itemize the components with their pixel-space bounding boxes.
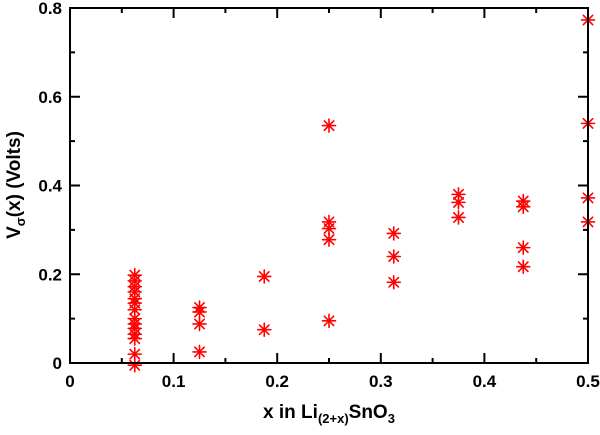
data-point <box>192 344 207 360</box>
y-axis-ticks: 0 0.2 0.4 0.6 0.8 <box>38 0 588 373</box>
data-point <box>127 331 143 346</box>
x-tick-label: 0.2 <box>265 372 289 391</box>
data-point <box>127 357 143 373</box>
data-point <box>192 316 207 332</box>
x-axis-title: x in Li(2+x)SnO3 <box>263 402 395 426</box>
x-axis-ticks: 0 0.1 0.2 0.3 0.4 0.5 <box>65 8 600 391</box>
x-tick-label: 0 <box>65 372 74 391</box>
y-axis-title: Vσ(x) (Volts) <box>4 131 28 239</box>
data-point <box>321 313 337 329</box>
data-point <box>451 210 466 225</box>
y-tick-label: 0.2 <box>38 265 62 284</box>
data-point <box>515 259 531 275</box>
x-tick-label: 0.3 <box>369 372 393 391</box>
x-tick-label: 0.4 <box>473 372 497 391</box>
y-tick-label: 0 <box>53 354 62 373</box>
y-tick-label: 0.8 <box>38 0 62 18</box>
data-point <box>321 118 337 133</box>
data-point <box>515 240 531 255</box>
data-points <box>127 12 596 373</box>
x-tick-label: 0.1 <box>162 372 186 391</box>
data-point <box>192 304 207 320</box>
plot-frame <box>69 7 589 364</box>
x-tick-label: 0.5 <box>576 372 600 391</box>
data-point <box>321 221 337 236</box>
data-point <box>386 274 402 290</box>
data-point <box>515 199 531 215</box>
y-tick-label: 0.6 <box>38 88 62 107</box>
data-point <box>256 322 272 338</box>
y-tick-label: 0.4 <box>38 177 62 196</box>
data-point <box>256 269 272 284</box>
data-point <box>321 232 337 247</box>
data-point <box>386 226 402 241</box>
data-point <box>386 249 402 264</box>
data-point <box>451 195 466 210</box>
